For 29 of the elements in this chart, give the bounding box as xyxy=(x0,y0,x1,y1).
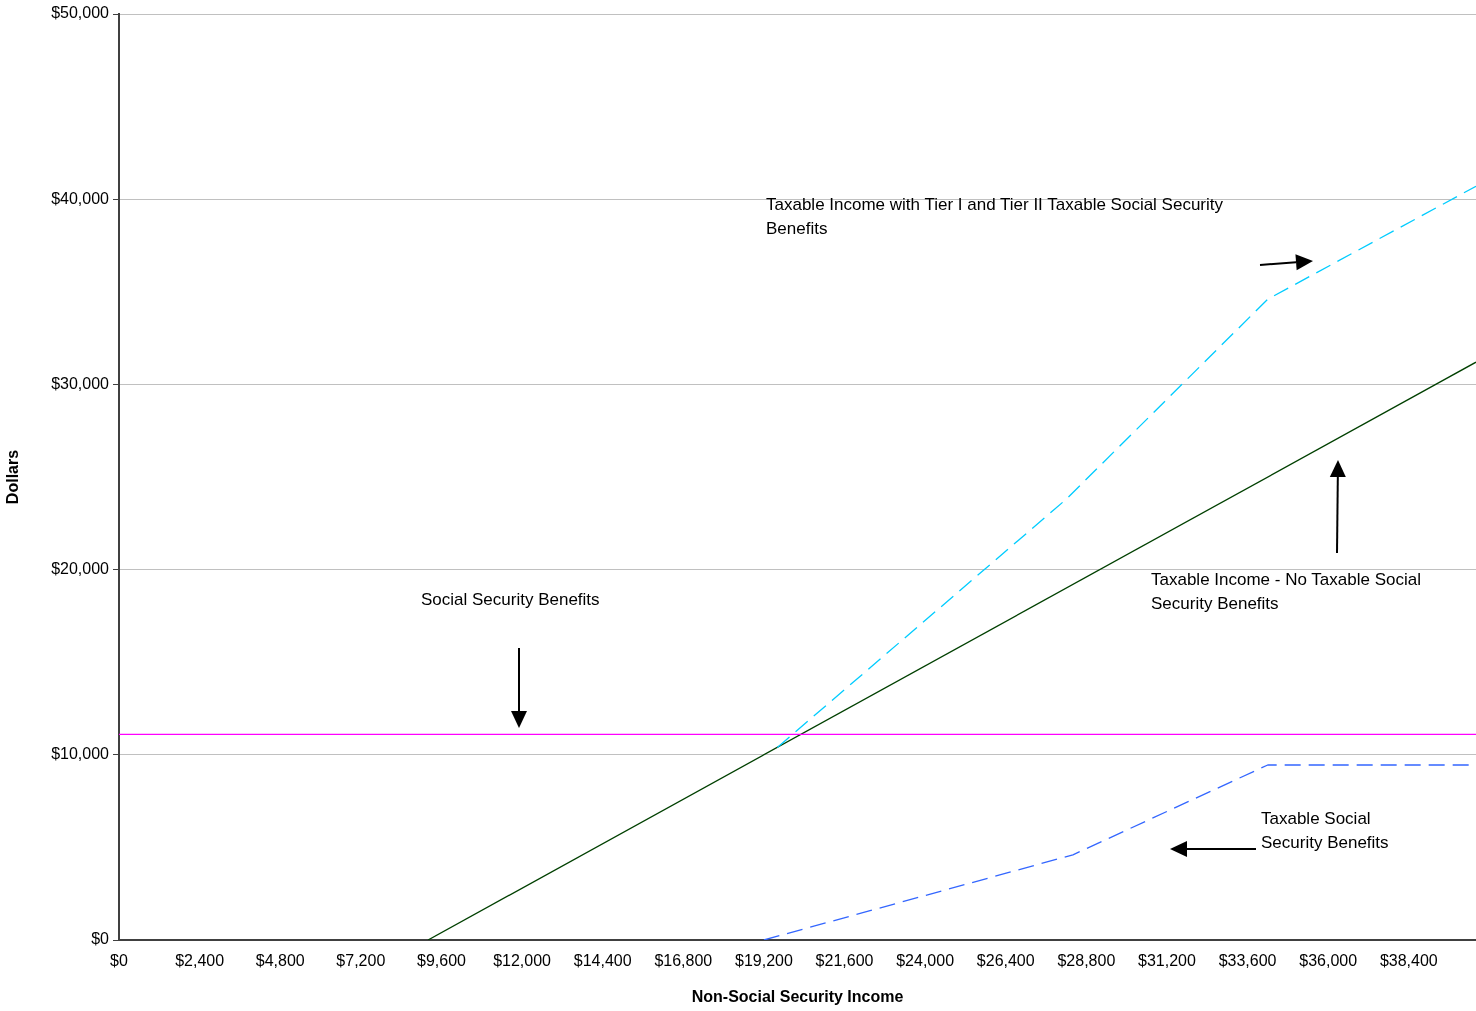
x-tick-label: $19,200 xyxy=(734,952,793,970)
x-tick-label: $21,600 xyxy=(815,952,874,970)
x-tick-label: $28,800 xyxy=(1057,952,1116,970)
annotation: Social Security Benefits xyxy=(421,589,601,611)
y-tick-label: $10,000 xyxy=(51,745,110,763)
x-tick-label: $31,200 xyxy=(1138,952,1196,970)
annotation: Taxable Social Security Benefits xyxy=(1261,808,1390,854)
x-axis-title: Non-Social Security Income xyxy=(691,987,904,1005)
y-tick-label: $0 xyxy=(91,930,110,948)
x-tick-label: $4,800 xyxy=(255,952,305,970)
x-tick-label: $12,000 xyxy=(493,952,552,970)
x-tick-label: $0 xyxy=(110,952,128,970)
y-tick-label: $20,000 xyxy=(51,560,110,578)
x-tick-label: $33,600 xyxy=(1218,952,1277,970)
annotation: Taxable Income with Tier I and Tier II Taxable Social Security Benefits xyxy=(766,194,1225,240)
x-tick-label: $26,400 xyxy=(976,952,1035,970)
annotation: Taxable Income - No Taxable Social Security Benefits xyxy=(1151,569,1422,615)
x-tick-label: $7,200 xyxy=(336,952,386,970)
x-tick-label: $2,400 xyxy=(175,952,225,970)
y-axis-title: Dollars xyxy=(4,449,22,505)
y-tick-label: $40,000 xyxy=(51,189,110,207)
x-tick-label: $36,000 xyxy=(1299,952,1358,970)
y-tick-label: $50,000 xyxy=(51,4,110,22)
x-tick-label: $38,400 xyxy=(1379,952,1438,970)
x-tick-label: $16,800 xyxy=(654,952,713,970)
y-tick-label: $30,000 xyxy=(51,374,110,392)
x-tick-label: $14,400 xyxy=(573,952,632,970)
x-tick-label: $9,600 xyxy=(416,952,467,970)
x-tick-label: $24,000 xyxy=(896,952,955,970)
